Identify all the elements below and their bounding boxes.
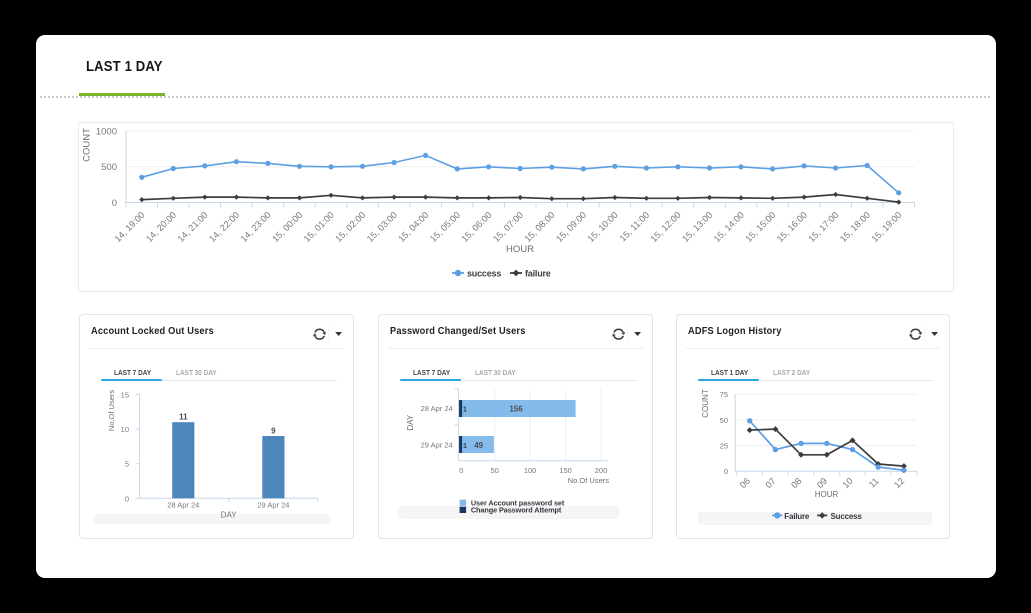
svg-text:DAY: DAY	[221, 511, 238, 520]
svg-text:28 Apr 24: 28 Apr 24	[167, 501, 199, 510]
svg-text:75: 75	[720, 390, 728, 399]
svg-text:11: 11	[179, 413, 188, 422]
svg-text:08: 08	[789, 476, 803, 490]
svg-text:success: success	[467, 269, 501, 279]
svg-text:HOUR: HOUR	[506, 244, 534, 255]
svg-text:15, 00:00: 15, 00:00	[270, 210, 304, 244]
svg-text:12: 12	[892, 476, 906, 490]
svg-text:15, 17:00: 15, 17:00	[806, 210, 840, 244]
svg-text:15: 15	[121, 391, 129, 400]
svg-text:Change Password Attempt: Change Password Attempt	[471, 506, 562, 515]
svg-text:49: 49	[474, 441, 483, 450]
svg-text:15, 09:00: 15, 09:00	[554, 210, 588, 244]
svg-text:5: 5	[125, 460, 129, 469]
svg-text:14, 23:00: 14, 23:00	[239, 210, 273, 244]
svg-text:06: 06	[738, 476, 752, 490]
svg-text:15, 18:00: 15, 18:00	[838, 210, 872, 244]
svg-text:15, 11:00: 15, 11:00	[618, 210, 652, 244]
svg-text:15, 12:00: 15, 12:00	[649, 210, 683, 244]
svg-text:15, 03:00: 15, 03:00	[365, 210, 399, 244]
svg-text:9: 9	[271, 426, 276, 435]
svg-text:07: 07	[764, 476, 778, 490]
svg-text:DAY: DAY	[406, 414, 415, 431]
svg-text:50: 50	[720, 416, 728, 425]
svg-text:100: 100	[524, 466, 537, 475]
svg-text:Failure: Failure	[784, 512, 810, 521]
svg-text:10: 10	[841, 476, 855, 490]
svg-text:11: 11	[867, 476, 881, 490]
svg-text:15, 08:00: 15, 08:00	[523, 210, 557, 244]
svg-text:1: 1	[463, 443, 467, 450]
svg-text:15, 02:00: 15, 02:00	[333, 210, 367, 244]
svg-text:User Account password set: User Account password set	[471, 498, 565, 507]
svg-text:29 Apr 24: 29 Apr 24	[257, 501, 289, 510]
svg-text:15, 06:00: 15, 06:00	[459, 210, 493, 244]
svg-text:15, 04:00: 15, 04:00	[396, 210, 430, 244]
svg-text:25: 25	[720, 442, 728, 451]
svg-text:14, 20:00: 14, 20:00	[144, 210, 178, 244]
svg-text:15, 14:00: 15, 14:00	[712, 210, 746, 244]
svg-text:500: 500	[101, 162, 117, 173]
svg-text:15, 01:00: 15, 01:00	[302, 210, 336, 244]
svg-text:10: 10	[121, 425, 129, 434]
svg-text:COUNT: COUNT	[82, 128, 93, 162]
svg-text:14, 22:00: 14, 22:00	[207, 210, 241, 244]
svg-text:15, 10:00: 15, 10:00	[586, 210, 620, 244]
svg-text:No.Of Users: No.Of Users	[107, 390, 116, 432]
svg-text:09: 09	[815, 476, 829, 490]
svg-text:0: 0	[724, 467, 728, 476]
svg-text:COUNT: COUNT	[701, 389, 710, 418]
svg-text:0: 0	[459, 466, 463, 475]
svg-text:failure: failure	[525, 269, 551, 279]
svg-text:No.Of Users: No.Of Users	[568, 476, 610, 485]
svg-text:15, 13:00: 15, 13:00	[680, 210, 714, 244]
svg-text:28 Apr 24: 28 Apr 24	[421, 404, 453, 413]
svg-text:0: 0	[125, 494, 129, 503]
svg-text:15, 07:00: 15, 07:00	[491, 210, 525, 244]
svg-text:0: 0	[112, 198, 117, 209]
svg-text:1: 1	[463, 407, 467, 414]
svg-text:15, 15:00: 15, 15:00	[743, 210, 777, 244]
svg-text:200: 200	[595, 466, 608, 475]
svg-text:29 Apr 24: 29 Apr 24	[421, 441, 453, 450]
svg-text:15, 16:00: 15, 16:00	[775, 210, 809, 244]
svg-text:HOUR: HOUR	[815, 490, 839, 499]
svg-text:14, 19:00: 14, 19:00	[113, 210, 147, 244]
svg-text:1000: 1000	[96, 127, 117, 138]
svg-text:14, 21:00: 14, 21:00	[176, 210, 210, 244]
svg-text:Success: Success	[831, 512, 863, 521]
svg-text:150: 150	[559, 466, 572, 475]
svg-text:15, 05:00: 15, 05:00	[428, 210, 462, 244]
svg-text:15, 19:00: 15, 19:00	[869, 210, 903, 244]
svg-text:50: 50	[491, 466, 499, 475]
svg-text:156: 156	[509, 405, 523, 414]
